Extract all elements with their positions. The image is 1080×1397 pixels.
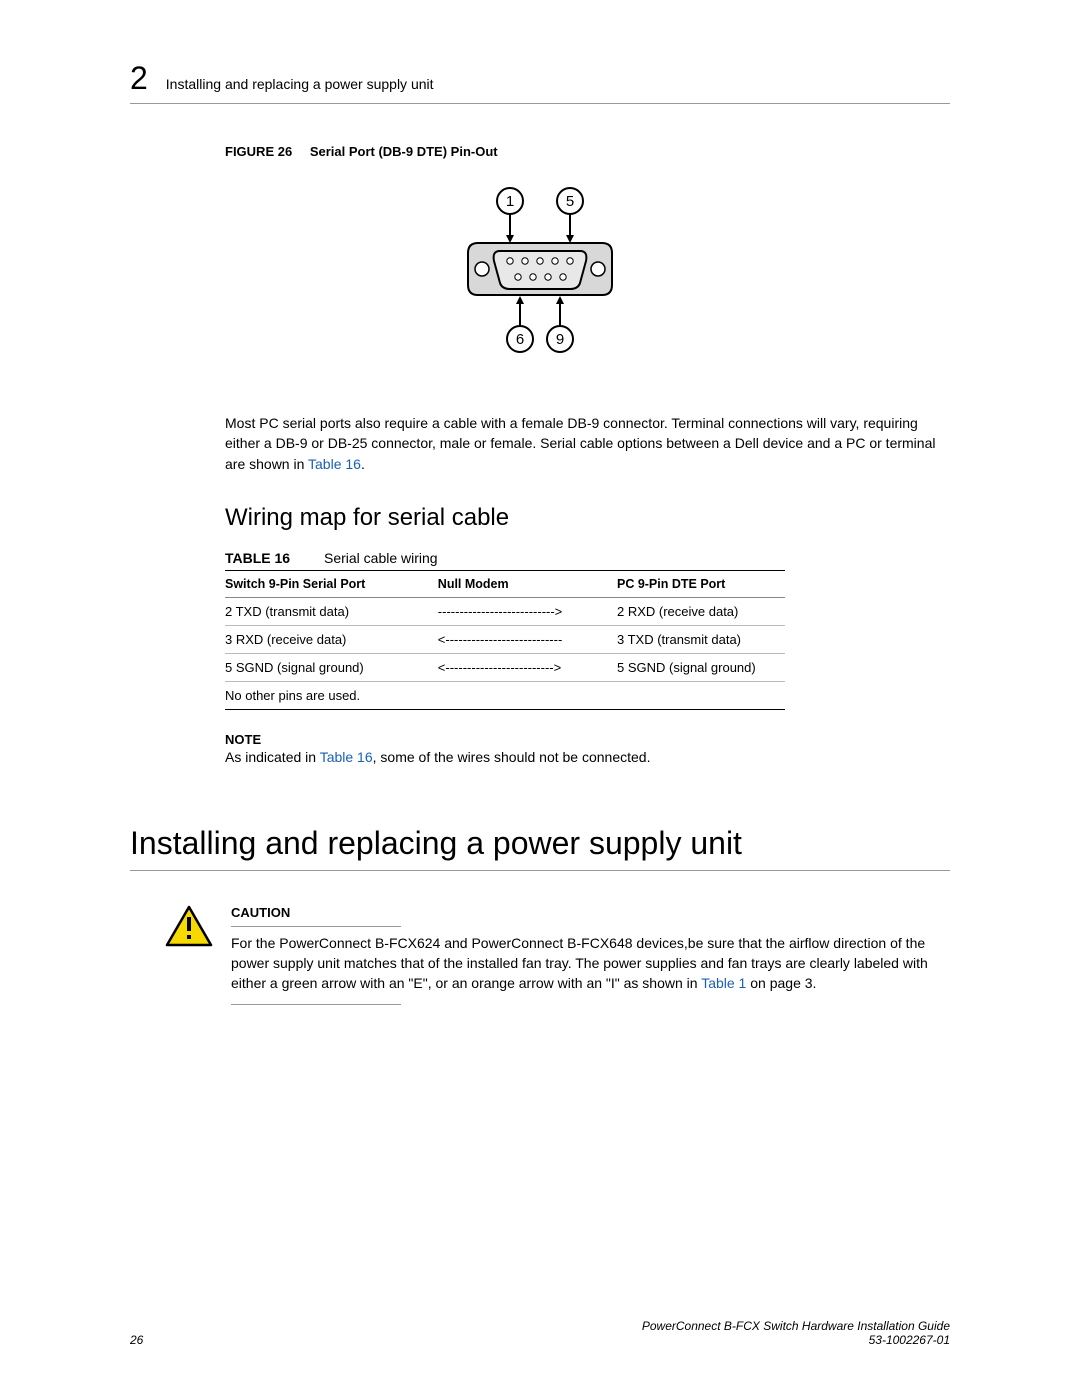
table-header-row: Switch 9-Pin Serial Port Null Modem PC 9… (225, 570, 785, 597)
caution-body: For the PowerConnect B-FCX624 and PowerC… (231, 933, 950, 994)
note-heading: NOTE (225, 732, 950, 747)
table-ref-link[interactable]: Table 16 (320, 749, 373, 765)
table-caption: Serial cable wiring (324, 550, 438, 566)
wiring-map-heading: Wiring map for serial cable (225, 504, 950, 532)
figure-number: FIGURE 26 (225, 144, 292, 159)
cell: 3 TXD (transmit data) (617, 625, 785, 653)
table-footnote-row: No other pins are used. (225, 681, 785, 709)
pin-label-1: 1 (506, 193, 514, 210)
chapter-title: Installing and replacing a power supply … (166, 76, 434, 92)
footer-guide-title: PowerConnect B-FCX Switch Hardware Insta… (642, 1319, 950, 1333)
footer-right: PowerConnect B-FCX Switch Hardware Insta… (642, 1319, 950, 1347)
table-label: TABLE 16 Serial cable wiring (225, 550, 950, 566)
figure-label: FIGURE 26 Serial Port (DB-9 DTE) Pin-Out (225, 144, 950, 159)
caution-text-b: on page 3. (746, 975, 816, 991)
cell: 3 RXD (receive data) (225, 625, 438, 653)
cell: <-------------------------> (438, 653, 617, 681)
caution-block: CAUTION For the PowerConnect B-FCX624 an… (165, 905, 950, 1005)
table-row: 2 TXD (transmit data) ------------------… (225, 597, 785, 625)
page-number: 26 (130, 1333, 143, 1347)
th-pc-port: PC 9-Pin DTE Port (617, 570, 785, 597)
figure-title: Serial Port (DB-9 DTE) Pin-Out (310, 144, 498, 159)
page-footer: 26 PowerConnect B-FCX Switch Hardware In… (130, 1319, 950, 1347)
pin-label-6: 6 (516, 331, 524, 348)
cell: 2 RXD (receive data) (617, 597, 785, 625)
caution-heading: CAUTION (231, 905, 401, 927)
table-number: TABLE 16 (225, 550, 290, 566)
db9-connector-diagram: 1 5 6 9 (440, 183, 640, 373)
table-row: 5 SGND (signal ground) <----------------… (225, 653, 785, 681)
intro-paragraph: Most PC serial ports also require a cabl… (225, 413, 950, 474)
footer-doc-number: 53-1002267-01 (642, 1333, 950, 1347)
cell: 5 SGND (signal ground) (617, 653, 785, 681)
note-text-a: As indicated in (225, 749, 320, 765)
table-footnote: No other pins are used. (225, 681, 785, 709)
cell: 2 TXD (transmit data) (225, 597, 438, 625)
table-ref-link[interactable]: Table 1 (701, 975, 746, 991)
serial-cable-wiring-table: Switch 9-Pin Serial Port Null Modem PC 9… (225, 570, 785, 710)
th-switch-port: Switch 9-Pin Serial Port (225, 570, 438, 597)
pin-label-5: 5 (566, 193, 574, 210)
cell: 5 SGND (signal ground) (225, 653, 438, 681)
chapter-number: 2 (130, 60, 148, 97)
section-heading: Installing and replacing a power supply … (130, 825, 950, 871)
cell: ---------------------------> (438, 597, 617, 625)
table-row: 3 RXD (receive data) <------------------… (225, 625, 785, 653)
caution-triangle-icon (165, 905, 213, 949)
caution-text: CAUTION For the PowerConnect B-FCX624 an… (231, 905, 950, 1005)
pin-label-9: 9 (556, 331, 564, 348)
para-text-b: . (361, 456, 365, 472)
table-ref-link[interactable]: Table 16 (308, 456, 361, 472)
note-body: As indicated in Table 16, some of the wi… (225, 749, 950, 765)
note-text-b: , some of the wires should not be connec… (373, 749, 651, 765)
caution-text-a: For the PowerConnect B-FCX624 and PowerC… (231, 935, 928, 992)
cell: <--------------------------- (438, 625, 617, 653)
page-header: 2 Installing and replacing a power suppl… (130, 60, 950, 104)
th-null-modem: Null Modem (438, 570, 617, 597)
caution-bottom-rule (231, 1004, 401, 1005)
